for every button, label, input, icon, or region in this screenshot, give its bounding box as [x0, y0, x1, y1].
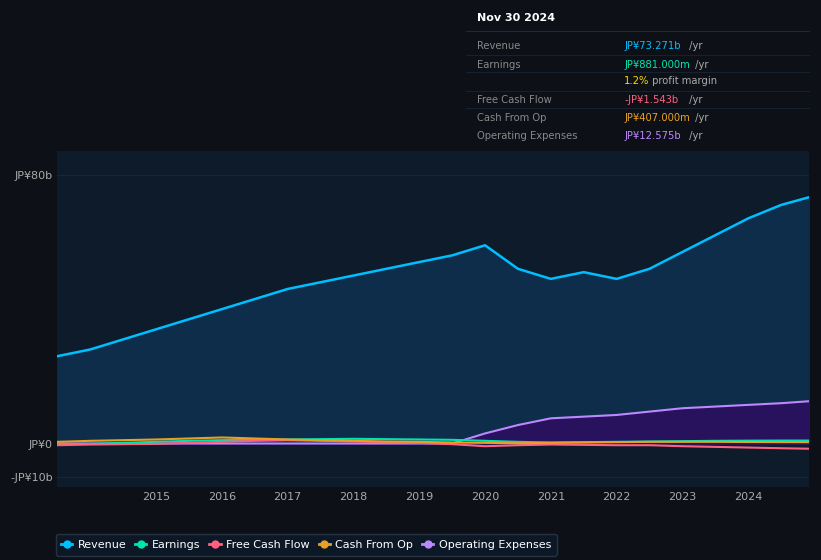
Text: Operating Expenses: Operating Expenses — [477, 131, 577, 141]
Text: Revenue: Revenue — [477, 40, 520, 50]
Text: -JP¥1.543b: -JP¥1.543b — [624, 95, 678, 105]
Text: Nov 30 2024: Nov 30 2024 — [477, 13, 555, 24]
Text: /yr: /yr — [686, 131, 703, 141]
Text: profit margin: profit margin — [649, 76, 717, 86]
Text: /yr: /yr — [686, 40, 703, 50]
Text: /yr: /yr — [692, 113, 709, 123]
Text: JP¥407.000m: JP¥407.000m — [624, 113, 690, 123]
Text: JP¥73.271b: JP¥73.271b — [624, 40, 681, 50]
Text: /yr: /yr — [692, 60, 709, 70]
Text: Earnings: Earnings — [477, 60, 521, 70]
Text: Cash From Op: Cash From Op — [477, 113, 546, 123]
Text: /yr: /yr — [686, 95, 703, 105]
Text: JP¥12.575b: JP¥12.575b — [624, 131, 681, 141]
Text: JP¥881.000m: JP¥881.000m — [624, 60, 690, 70]
Text: Free Cash Flow: Free Cash Flow — [477, 95, 552, 105]
Legend: Revenue, Earnings, Free Cash Flow, Cash From Op, Operating Expenses: Revenue, Earnings, Free Cash Flow, Cash … — [56, 534, 557, 556]
Text: 1.2%: 1.2% — [624, 76, 649, 86]
